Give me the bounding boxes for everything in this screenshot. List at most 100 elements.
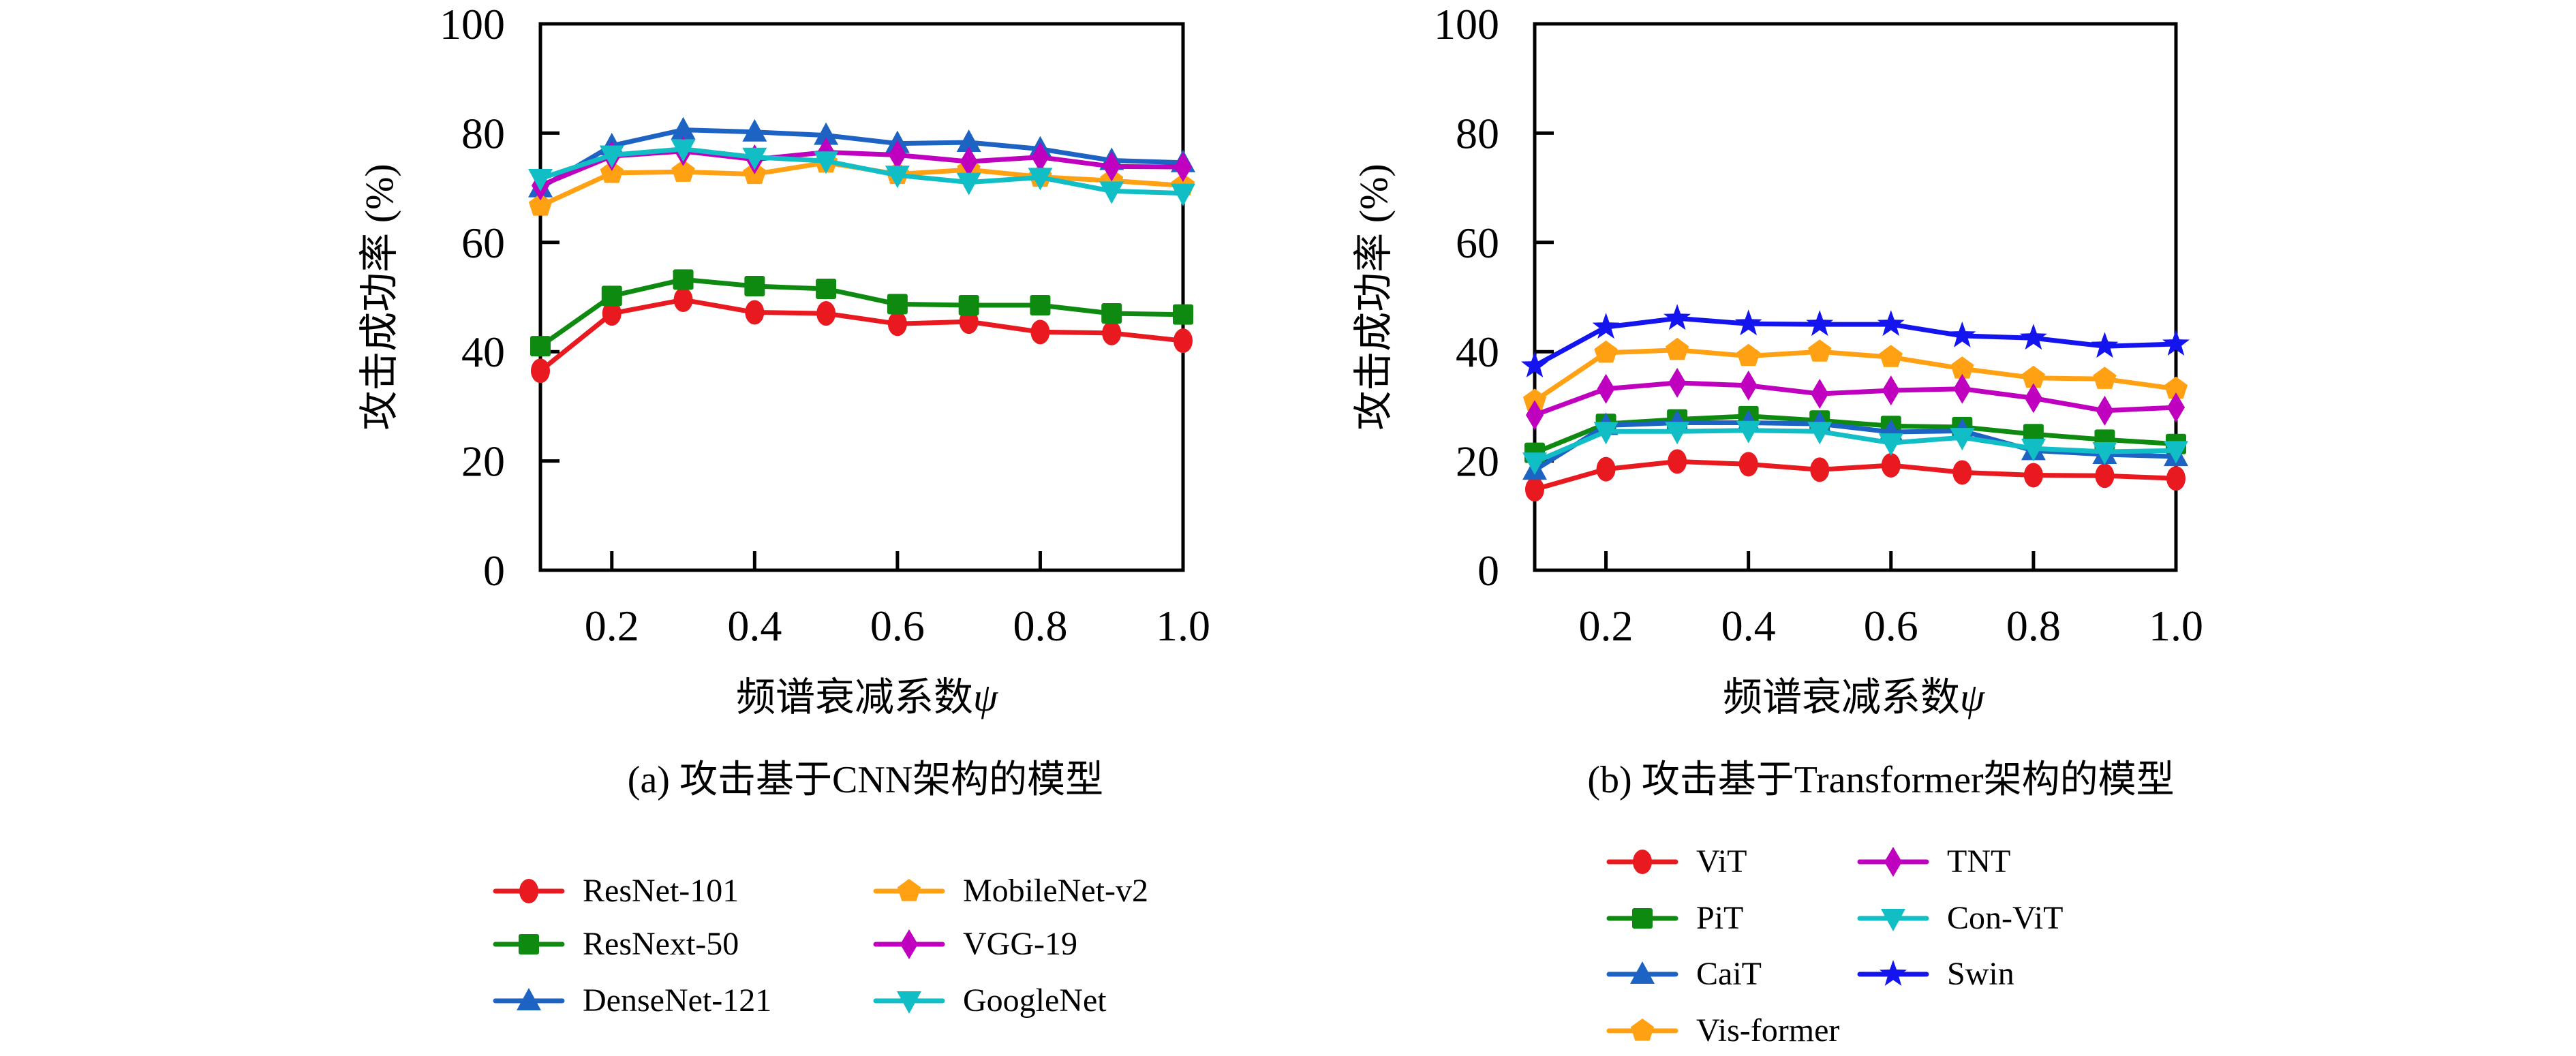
diamond-marker — [888, 140, 906, 170]
diamond-marker — [1953, 373, 1972, 404]
circle-marker — [531, 358, 550, 384]
chart-b-xlabel-text: 频谱衰减系数 — [1722, 675, 1960, 719]
circle-marker — [1102, 320, 1122, 345]
circle-marker — [745, 300, 765, 325]
pentagon-marker — [1736, 343, 1760, 367]
triangle-down-marker — [1522, 452, 1547, 476]
y-tick-label: 100 — [1434, 0, 1499, 48]
legend-swatch-ResNext-50 — [493, 934, 565, 954]
legend-item-ResNext-50: ResNext-50 — [493, 924, 739, 965]
star-marker — [2091, 332, 2119, 358]
series-Con-ViT — [1522, 420, 2188, 476]
square-marker — [1632, 908, 1653, 929]
diamond-marker — [2024, 383, 2042, 414]
legend-swatch-Swin — [1857, 960, 1929, 986]
diamond-marker — [2096, 395, 2114, 426]
y-tick-label: 0 — [483, 546, 505, 595]
y-tick-label: 80 — [461, 109, 505, 157]
legend-swatch-CaiT — [1606, 961, 1678, 984]
triangle-up-marker — [742, 119, 767, 142]
triangle-down-marker — [1950, 428, 1975, 451]
diamond-marker — [1103, 151, 1121, 182]
legend-label-ResNext-50: ResNext-50 — [583, 926, 739, 962]
chart-b-xlabel: 频谱衰减系数ψ — [1513, 673, 2194, 722]
circle-marker — [1030, 320, 1050, 345]
series-Vis-former — [1522, 337, 2188, 411]
star-marker — [1880, 960, 1907, 986]
triangle-down-marker — [742, 147, 767, 170]
x-tick-label: 1.0 — [2149, 602, 2203, 650]
circle-marker — [816, 301, 836, 326]
chart-a-xlabel: 频谱衰减系数ψ — [526, 673, 1208, 722]
x-tick-label: 0.8 — [2006, 602, 2061, 650]
star-marker — [2019, 324, 2047, 350]
pentagon-marker — [528, 193, 553, 216]
triangle-down-marker — [1099, 181, 1124, 204]
diamond-marker — [1882, 375, 1900, 406]
series-line-ResNext-50 — [538, 277, 1186, 349]
circle-marker — [2166, 466, 2186, 491]
series-line-ResNet-101 — [538, 297, 1186, 373]
diamond-marker — [1174, 152, 1192, 183]
y-tick-label: 40 — [1456, 328, 1499, 376]
circle-marker — [1596, 456, 1616, 482]
legend-swatch-DenseNet-121 — [493, 988, 565, 1010]
y-tick-label: 40 — [461, 328, 505, 376]
circle-marker — [1174, 328, 1193, 354]
legend-item-PiT: PiT — [1606, 898, 1743, 939]
square-marker — [744, 275, 765, 296]
legend-label-DenseNet-121: DenseNet-121 — [583, 982, 772, 1019]
series-line-DenseNet-121 — [538, 127, 1186, 191]
diamond-marker — [1811, 378, 1829, 409]
diamond-marker — [1526, 400, 1544, 431]
series-line-PiT — [1532, 414, 2179, 456]
pentagon-marker — [600, 160, 624, 183]
legend-label-ResNet-101: ResNet-101 — [583, 873, 739, 909]
square-marker — [816, 278, 837, 299]
circle-marker — [602, 301, 622, 326]
triangle-down-marker — [897, 991, 921, 1014]
triangle-down-marker — [2092, 441, 2117, 465]
diamond-marker — [2167, 392, 2185, 423]
triangle-down-marker — [1878, 433, 1903, 456]
plot-border — [538, 22, 1185, 572]
chart-a-xlabel-symbol: ψ — [972, 675, 998, 719]
x-tick-label: 0.4 — [727, 602, 782, 650]
circle-marker — [1668, 449, 1687, 474]
series-ViT — [1525, 449, 2186, 502]
star-marker — [2162, 330, 2190, 356]
y-tick-label: 80 — [1456, 109, 1499, 157]
circle-marker — [1633, 850, 1652, 874]
pentagon-marker — [671, 159, 695, 182]
x-tick-label: 0.2 — [585, 602, 639, 650]
triangle-up-marker — [1630, 961, 1655, 984]
legend-item-DenseNet-121: DenseNet-121 — [493, 980, 771, 1021]
triangle-down-marker — [814, 151, 839, 174]
circle-marker — [2095, 463, 2115, 488]
x-tick-label: 1.0 — [1156, 602, 1210, 650]
circle-marker — [1738, 452, 1758, 477]
diamond-marker — [1597, 373, 1615, 404]
triangle-down-marker — [599, 145, 624, 168]
legend-label-Swin: Swin — [1947, 956, 2014, 992]
triangle-down-marker — [528, 168, 553, 191]
legend-item-ViT: ViT — [1606, 841, 1747, 882]
y-tick-label: 60 — [1456, 219, 1499, 267]
chart-b-caption: (b) 攻击基于Transformer架构的模型 — [1587, 759, 2175, 801]
y-tick-label: 60 — [461, 219, 505, 267]
legend-label-TNT: TNT — [1947, 843, 2011, 880]
square-marker — [1030, 295, 1051, 316]
series-ResNext-50 — [530, 269, 1193, 357]
circle-marker — [1810, 457, 1830, 482]
legend-item-VGG-19: VGG-19 — [873, 924, 1077, 965]
x-tick-label: 0.2 — [1579, 602, 1634, 650]
square-marker — [673, 269, 694, 290]
triangle-down-marker — [671, 139, 696, 162]
diamond-marker — [1668, 367, 1687, 398]
star-marker — [1948, 321, 1976, 347]
pentagon-marker — [1630, 1019, 1655, 1041]
star-marker — [1663, 304, 1691, 330]
circle-marker — [2023, 463, 2043, 488]
triangle-down-marker — [1171, 183, 1195, 206]
